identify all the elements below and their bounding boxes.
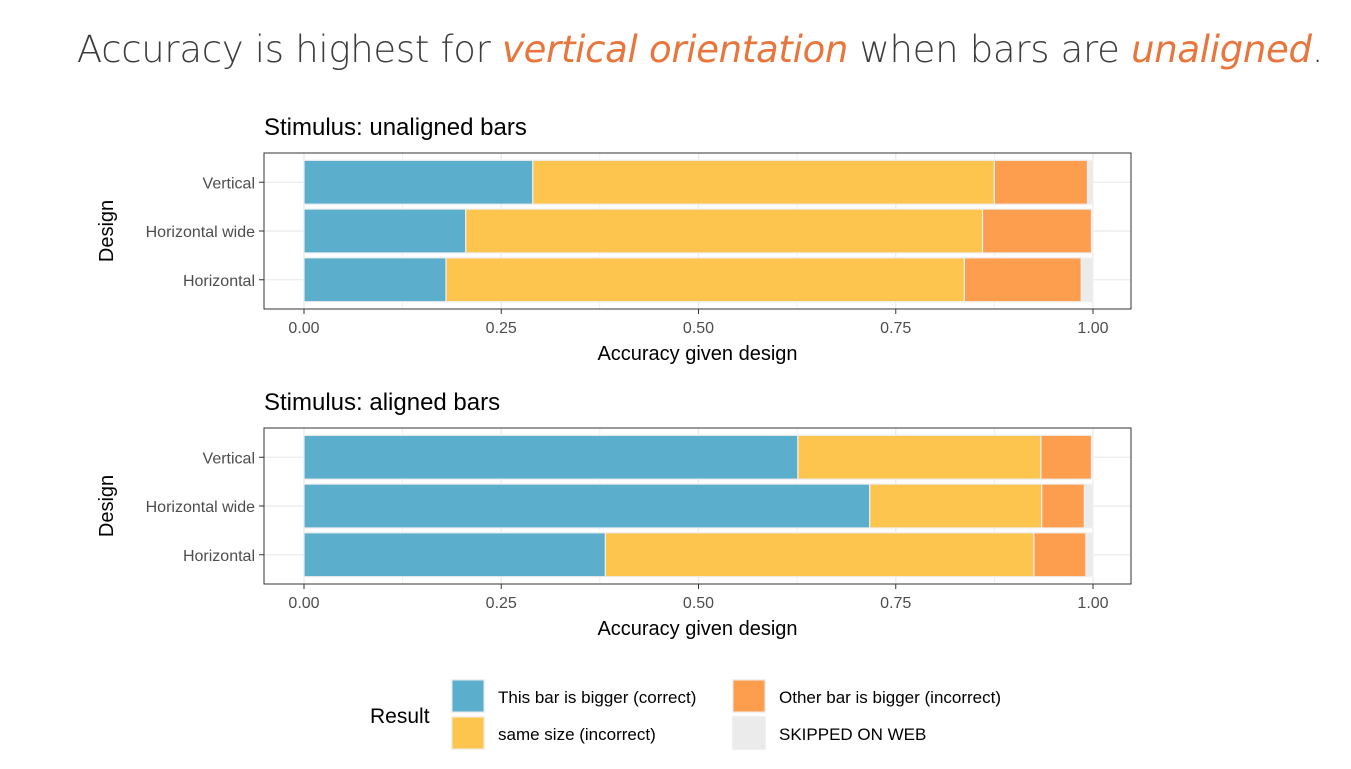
bar-segment: [1040, 434, 1093, 480]
bar-segment: [993, 159, 1089, 205]
x-tick-label: 0.50: [683, 320, 714, 337]
title-text: .: [1311, 28, 1324, 71]
bar-segment: [303, 532, 606, 578]
legend-swatch: [451, 716, 485, 750]
legend-item: SKIPPED ON WEB: [732, 716, 926, 750]
x-tick-label: 0.75: [880, 320, 911, 337]
y-tick-label: Vertical: [203, 175, 255, 192]
bar-segment: [1041, 483, 1085, 529]
bar-segment: [797, 434, 1042, 480]
title-text: Accuracy is highest for: [76, 28, 502, 71]
bar-segment: [981, 208, 1093, 254]
panel-title: Stimulus: aligned bars: [264, 389, 500, 416]
bar-segment: [303, 208, 467, 254]
chart-panel-2: Stimulus: aligned bars Vertical Horizontal…: [96, 389, 1132, 640]
y-axis-title: Design: [96, 475, 118, 537]
x-tick-label: 1.00: [1077, 595, 1108, 612]
legend-item: Other bar is bigger (incorrect): [732, 679, 1001, 713]
x-tick-label: 1.00: [1077, 320, 1108, 337]
y-tick-label: Horizontal wide: [146, 499, 255, 516]
bar-segment: [604, 532, 1035, 578]
legend-swatch: [732, 679, 766, 713]
y-tick-label: Vertical: [203, 450, 255, 467]
bar-segment: [465, 208, 984, 254]
x-tick-label: 0.25: [486, 595, 517, 612]
x-tick-label: 0.50: [683, 595, 714, 612]
bar-segment: [532, 159, 995, 205]
bar-segment: [1033, 532, 1087, 578]
plot-border: [263, 152, 1132, 310]
bar-segment: [963, 257, 1082, 303]
legend-swatch: [732, 716, 766, 750]
y-tick-label: Horizontal: [183, 273, 255, 290]
slide-title: Accuracy is highest for vertical orienta…: [0, 28, 1351, 71]
legend-label: SKIPPED ON WEB: [779, 725, 926, 744]
x-tick-label: 0.25: [486, 320, 517, 337]
bar-segment: [445, 257, 965, 303]
title-emphasis: vertical orientation: [501, 28, 849, 71]
legend-item: same size (incorrect): [451, 716, 656, 750]
legend-label: This bar is bigger (correct): [498, 688, 696, 707]
x-tick-label: 0.75: [880, 595, 911, 612]
panel-title: Stimulus: unaligned bars: [264, 114, 527, 141]
x-axis-title: Accuracy given design: [597, 343, 797, 365]
y-tick-label: Horizontal wide: [146, 224, 255, 241]
legend-item: This bar is bigger (correct): [451, 679, 696, 713]
x-tick-label: 0.00: [288, 320, 319, 337]
plot-border: [263, 427, 1132, 585]
bar-segment: [869, 483, 1043, 529]
legend-label: same size (incorrect): [498, 725, 656, 744]
bar-segment: [303, 483, 871, 529]
y-axis-title: Design: [96, 200, 118, 262]
y-tick-label: Horizontal: [183, 548, 255, 565]
chart-panel-1: Stimulus: unaligned bars Vertical Horizont…: [96, 114, 1132, 365]
legend-label: Other bar is bigger (incorrect): [779, 688, 1001, 707]
legend-swatch: [451, 679, 485, 713]
legend: Result This bar is bigger (correct) same s…: [370, 679, 1001, 750]
bar-segment: [303, 159, 534, 205]
title-text: when bars are: [848, 28, 1132, 71]
legend-title: Result: [370, 705, 430, 728]
bar-segment: [303, 434, 799, 480]
x-axis-title: Accuracy given design: [597, 618, 797, 640]
bar-segment: [303, 257, 447, 303]
title-emphasis: unaligned: [1131, 28, 1312, 71]
x-tick-label: 0.00: [288, 595, 319, 612]
